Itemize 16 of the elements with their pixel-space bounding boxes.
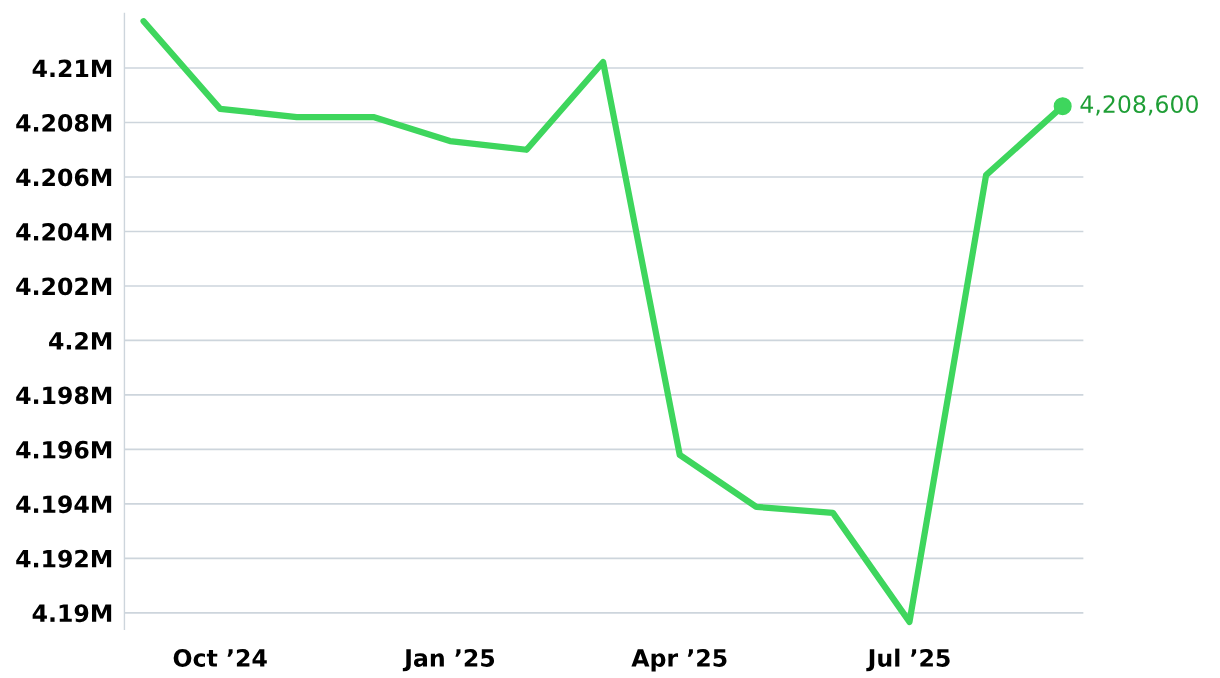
y-tick-label: 4.196M bbox=[16, 440, 112, 459]
y-tick-label: 4.204M bbox=[16, 222, 112, 241]
x-tick-label: Jul ’25 bbox=[866, 648, 950, 672]
y-tick-label: 4.19M bbox=[32, 604, 112, 623]
x-tick-label: Apr ’25 bbox=[631, 649, 727, 672]
x-tick-label: Oct ’24 bbox=[173, 649, 267, 667]
y-tick-label: 4.194M bbox=[16, 495, 112, 514]
y-tick-label: 4.21M bbox=[32, 59, 112, 78]
y-tick-label: 4.192M bbox=[16, 549, 112, 568]
y-tick-label: 4.206M bbox=[16, 168, 112, 187]
y-tick-label: 4.198M bbox=[16, 386, 112, 405]
y-tick-label: 4.208M bbox=[16, 113, 112, 132]
y-tick-label: 4.202M bbox=[16, 277, 112, 296]
y-tick-label: 4.2M bbox=[49, 331, 112, 350]
x-tick-label: Jan ’25 bbox=[402, 649, 495, 672]
data-label: 4,208,600 bbox=[1080, 95, 1198, 116]
